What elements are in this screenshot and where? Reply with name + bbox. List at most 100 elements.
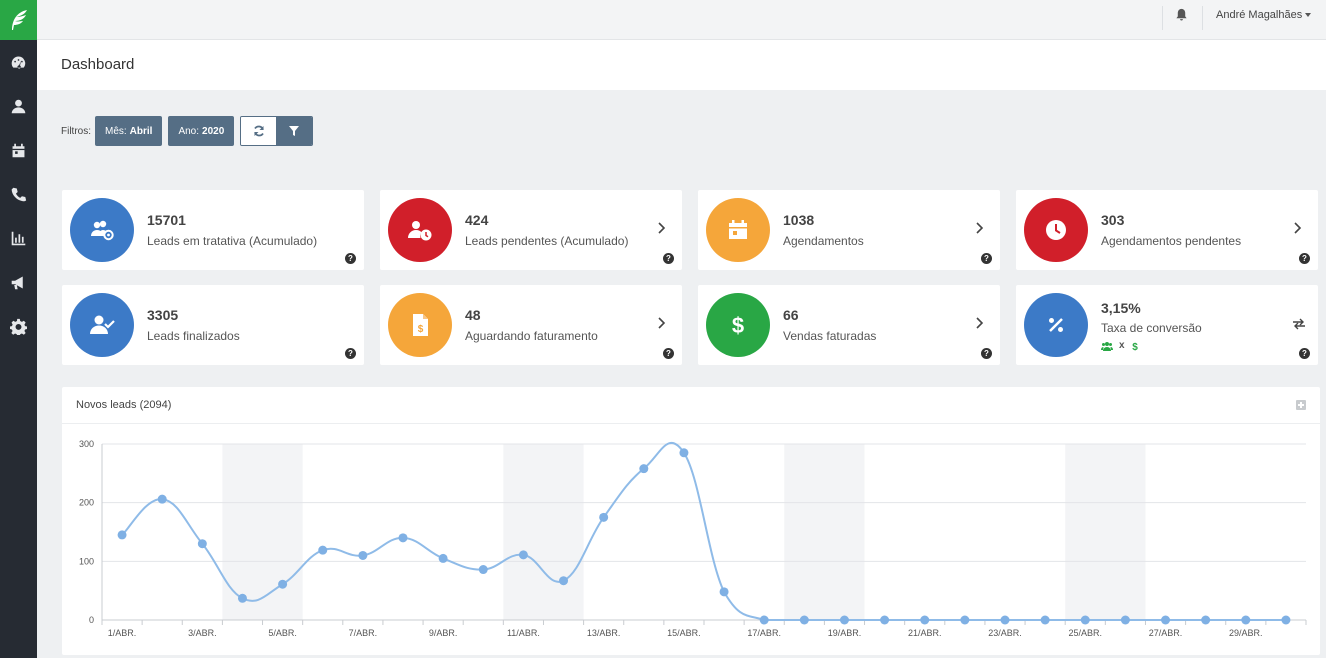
divider [1202, 6, 1203, 30]
user-clock-icon [408, 221, 432, 241]
sidebar-item-reports[interactable] [0, 216, 37, 260]
refresh-button[interactable] [241, 117, 277, 145]
help-icon[interactable]: ? [663, 348, 674, 359]
chevron-right-icon[interactable] [656, 221, 666, 234]
weekend-band [222, 444, 303, 620]
stat-card-agendamentos-pendentes[interactable]: 303 Agendamentos pendentes ? [1016, 190, 1318, 270]
data-point [679, 448, 689, 458]
help-icon[interactable]: ? [1299, 253, 1310, 264]
x-tick-label: 13/ABR. [587, 628, 621, 638]
data-point [920, 615, 930, 625]
data-point [438, 553, 448, 563]
data-point [1201, 615, 1211, 625]
stat-card-leads-em-tratativa[interactable]: 15701 Leads em tratativa (Acumulado) ? [62, 190, 364, 270]
data-point [1241, 615, 1251, 625]
conversion-formula: x $ [1101, 340, 1139, 351]
app-logo[interactable] [0, 0, 37, 40]
user-name: André Magalhães [1216, 9, 1303, 21]
chevron-right-icon[interactable] [974, 221, 984, 234]
x-tick-label: 25/ABR. [1069, 628, 1103, 638]
stat-value: 303 [1101, 212, 1125, 228]
data-point [960, 615, 970, 625]
user-check-icon [90, 315, 115, 334]
data-point [518, 550, 528, 560]
stat-card-icon-circle [1024, 293, 1088, 357]
data-point [599, 512, 609, 522]
new-leads-panel: Novos leads (2094) 0 100 200 300 1/ABR. 3/ABR… [62, 387, 1320, 655]
speedometer-icon [11, 56, 26, 69]
stat-card-icon-circle [706, 198, 770, 262]
expand-icon[interactable] [1296, 400, 1306, 410]
stat-label: Agendamentos [783, 234, 864, 248]
sidebar [0, 0, 37, 658]
chevron-right-icon[interactable] [1292, 221, 1302, 234]
data-point [559, 576, 569, 586]
stat-card-icon-circle [70, 198, 134, 262]
month-filter-label: Mês: [105, 125, 127, 137]
stat-label: Leads finalizados [147, 329, 240, 343]
data-point [1040, 615, 1050, 625]
user-menu[interactable]: André Magalhães [1216, 9, 1312, 21]
help-icon[interactable]: ? [663, 253, 674, 264]
chart-bar-icon [11, 231, 26, 245]
filter-button[interactable] [276, 117, 313, 145]
swap-icon[interactable] [1292, 317, 1306, 330]
sidebar-item-phone[interactable] [0, 172, 37, 216]
stat-label: Agendamentos pendentes [1101, 234, 1242, 248]
stat-card-aguardando-faturamento[interactable]: $ 48 Aguardando faturamento ? [380, 285, 682, 365]
filter-actions [240, 116, 314, 146]
help-icon[interactable]: ? [345, 348, 356, 359]
help-icon[interactable]: ? [345, 253, 356, 264]
stat-card-icon-circle [70, 293, 134, 357]
data-point [799, 615, 809, 625]
stat-card-taxa-de-conversao[interactable]: 3,15% Taxa de conversão x $ ? [1016, 285, 1318, 365]
x-tick-label: 9/ABR. [429, 628, 458, 638]
y-tick-label: 200 [79, 498, 94, 508]
data-point [278, 579, 288, 589]
data-point [759, 615, 769, 625]
data-point [398, 533, 408, 543]
notifications-bell-icon[interactable] [1175, 8, 1189, 22]
stat-label: Leads pendentes (Acumulado) [465, 234, 629, 248]
weekend-band [784, 444, 865, 620]
sidebar-item-calendar[interactable] [0, 128, 37, 172]
stat-label: Vendas faturadas [783, 329, 877, 343]
sidebar-item-dashboard[interactable] [0, 40, 37, 84]
users-icon [1101, 341, 1113, 351]
stat-card-vendas-faturadas[interactable]: $ 66 Vendas faturadas ? [698, 285, 1000, 365]
stat-value: 3,15% [1101, 300, 1141, 316]
stat-value: 1038 [783, 212, 815, 228]
data-point [839, 615, 849, 625]
stat-value: 66 [783, 307, 799, 323]
sidebar-item-settings[interactable] [0, 304, 37, 348]
sidebar-item-campaigns[interactable] [0, 260, 37, 304]
percent-icon [1049, 318, 1063, 332]
invoice-icon: $ [413, 314, 428, 336]
data-point [358, 550, 368, 560]
year-filter-button[interactable]: Ano: 2020 [168, 116, 235, 146]
phone-icon [11, 187, 27, 201]
chevron-right-icon[interactable] [974, 316, 984, 329]
stat-card-leads-finalizados[interactable]: 3305 Leads finalizados ? [62, 285, 364, 365]
month-filter-button[interactable]: Mês: Abril [95, 116, 163, 146]
help-icon[interactable]: ? [981, 253, 992, 264]
megaphone-icon [11, 276, 23, 289]
stat-card-leads-pendentes[interactable]: 424 Leads pendentes (Acumulado) ? [380, 190, 682, 270]
dollar-icon: $ [1132, 342, 1138, 351]
page-title: Dashboard [61, 56, 135, 73]
x-tick-label: 29/ABR. [1229, 628, 1263, 638]
stat-card-agendamentos[interactable]: 1038 Agendamentos ? [698, 190, 1000, 270]
data-point [719, 587, 729, 597]
weekend-band [1065, 444, 1146, 620]
stat-label: Leads em tratativa (Acumulado) [147, 234, 318, 248]
x-tick-label: 17/ABR. [747, 628, 781, 638]
chevron-right-icon[interactable] [656, 316, 666, 329]
sidebar-item-users[interactable] [0, 84, 37, 128]
help-icon[interactable]: ? [1299, 348, 1310, 359]
page-header: Dashboard [37, 40, 1326, 90]
stat-value: 15701 [147, 212, 186, 228]
user-icon [11, 99, 26, 113]
clock-icon [1046, 220, 1066, 240]
help-icon[interactable]: ? [981, 348, 992, 359]
svg-text:$: $ [732, 313, 744, 338]
